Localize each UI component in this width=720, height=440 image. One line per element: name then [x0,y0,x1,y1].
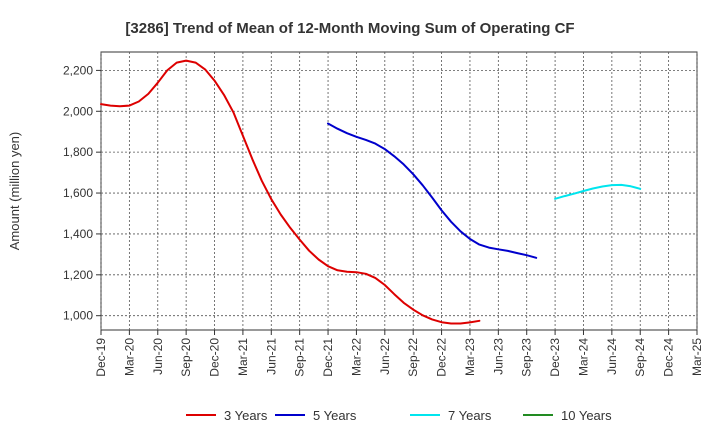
legend-label-10-years: 10 Years [561,408,612,423]
y-tick-label: 1,600 [63,186,93,200]
x-tick-label: Mar-24 [576,338,590,376]
x-tick-label: Jun-24 [605,338,619,375]
x-tick-label: Dec-22 [435,338,449,377]
x-tick-label: Sep-20 [179,338,193,377]
y-tick-label: 1,400 [63,227,93,241]
x-axis-ticks: Dec-19 Mar-20 Jun-20 Sep-20 Dec-20 Mar-21 Jun-… [94,330,704,377]
y-tick-label: 2,000 [63,104,93,118]
legend-label-7-years: 7 Years [448,408,492,423]
x-tick-label: Dec-24 [662,338,676,377]
x-tick-label: Jun-22 [378,338,392,375]
x-tick-label: Sep-22 [406,338,420,377]
series-line-5-years [327,122,538,259]
x-tick-label: Dec-20 [208,338,222,377]
x-tick-label: Mar-22 [349,338,363,376]
x-tick-label: Dec-21 [321,338,335,377]
x-tick-label: Jun-21 [264,338,278,375]
x-tick-label: Mar-21 [236,338,250,376]
x-tick-label: Dec-19 [94,338,108,377]
x-tick-label: Jun-23 [491,338,505,375]
x-tick-label: Mar-25 [690,338,704,376]
legend-label-5-years: 5 Years [313,408,357,423]
y-axis-ticks: 1,000 1,200 1,400 1,600 1,800 2,000 2,200 [63,63,101,323]
y-tick-label: 1,200 [63,268,93,282]
y-axis-label: Amount (million yen) [7,132,22,251]
grid-lines [100,52,698,330]
x-tick-label: Dec-23 [548,338,562,377]
x-tick-label: Sep-23 [520,338,534,377]
x-tick-label: Jun-20 [151,338,165,375]
y-tick-label: 1,800 [63,145,93,159]
x-tick-label: Mar-20 [122,338,136,376]
x-tick-label: Mar-23 [463,338,477,376]
series-line-3-years [100,59,481,325]
legend: 3 Years 5 Years 7 Years 10 Years [186,408,612,423]
x-tick-label: Sep-24 [633,338,647,377]
y-tick-label: 1,000 [63,309,93,323]
chart-title: [3286] Trend of Mean of 12-Month Moving … [125,20,574,37]
plot-area [100,51,698,331]
y-tick-label: 2,200 [63,63,93,77]
series-line-7-years [554,183,642,200]
series-lines [100,59,642,325]
x-tick-label: Sep-21 [293,338,307,377]
legend-label-3-years: 3 Years [224,408,268,423]
